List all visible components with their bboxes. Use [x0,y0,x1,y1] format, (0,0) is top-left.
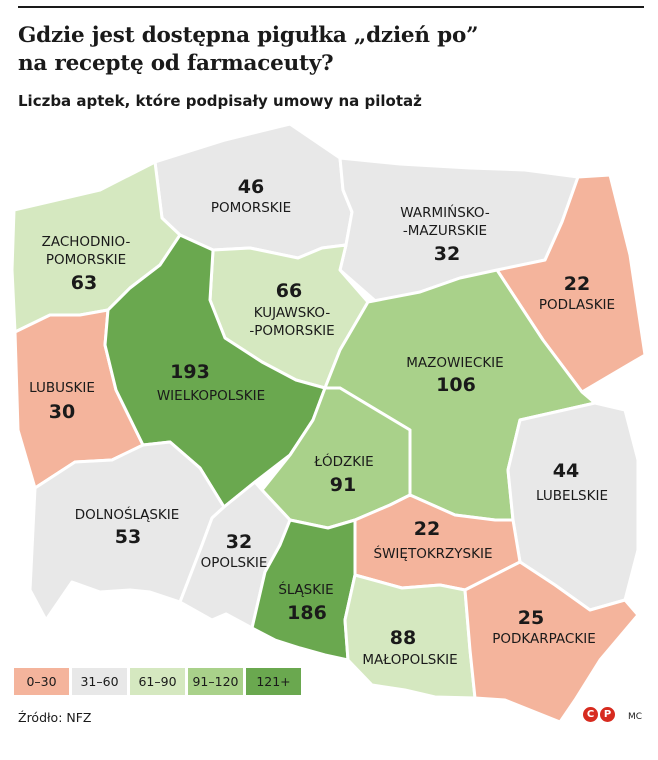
value-lubuskie: 30 [49,401,75,423]
value-wielkopolskie: 193 [170,361,210,383]
value-slaskie: 186 [287,602,327,624]
name-mazowieckie: MAZOWIECKIE [406,355,503,371]
value-lubelskie: 44 [553,460,579,482]
name-lubuskie: LUBUSKIE [29,380,95,396]
value-lodzkie: 91 [330,474,356,496]
legend-label: 91–120 [192,674,239,689]
name-pomorskie: POMORSKIE [211,200,291,216]
label-lubuskie: LUBUSKIE 30 [29,380,95,423]
top-rule [18,6,644,8]
logo-letter-c: C [583,707,598,722]
label-malopolskie: 88 MAŁOPOLSKIE [362,627,457,668]
name-podkarpackie: PODKARPACKIE [492,631,595,647]
value-opolskie: 32 [226,531,252,553]
name-lodzkie: ŁÓDZKIE [313,452,373,470]
label-dolnoslaskie: DOLNOŚLĄSKIE 53 [75,505,180,548]
value-pomorskie: 46 [238,176,264,198]
name-slaskie: ŚLĄSKIE [278,580,333,598]
value-warminsko: 32 [434,243,460,265]
name-kujawsko-1: KUJAWSKO- [254,305,331,321]
value-podkarpackie: 25 [518,607,544,629]
legend-label: 0–30 [26,674,57,689]
name-zachodnio-2: POMORSKIE [46,252,126,268]
region-malopolskie[interactable] [343,573,477,700]
legend-item-31-60: 31–60 [72,668,127,695]
name-dolnoslaskie: DOLNOŚLĄSKIE [75,505,180,523]
label-pomorskie: 46 POMORSKIE [211,176,291,216]
name-zachodnio-1: ZACHODNIO- [42,234,131,250]
map-title: Gdzie jest dostępna pigułka „dzień po” n… [18,22,618,78]
value-podlaskie: 22 [564,273,590,295]
region-slaskie[interactable] [250,518,357,662]
name-opolskie: OPOLSKIE [201,555,268,571]
value-dolnoslaskie: 53 [115,526,141,548]
label-kujawsko-pomorskie: 66 KUJAWSKO- -POMORSKIE [249,280,334,339]
value-malopolskie: 88 [390,627,416,649]
label-podkarpackie: 25 PODKARPACKIE [492,607,595,647]
color-legend: 0–30 31–60 61–90 91–120 121+ [14,668,301,695]
value-mazowieckie: 106 [436,374,476,396]
legend-item-91-120: 91–120 [188,668,243,695]
name-malopolskie: MAŁOPOLSKIE [362,652,457,668]
label-opolskie: 32 OPOLSKIE [201,531,268,571]
label-swietokrzyskie: 22 ŚWIĘTOKRZYSKIE [374,518,493,562]
name-kujawsko-2: -POMORSKIE [249,323,334,339]
value-kujawsko: 66 [276,280,302,302]
legend-item-61-90: 61–90 [130,668,185,695]
name-podlaskie: PODLASKIE [539,297,615,313]
title-line-1: Gdzie jest dostępna pigułka „dzień po” [18,23,479,48]
logo-letter-p: P [600,707,615,722]
label-mazowieckie: MAZOWIECKIE 106 [406,355,503,396]
name-warminsko-1: WARMIŃSKO- [400,203,490,221]
legend-label: 31–60 [80,674,119,689]
source-note: Źródło: NFZ [18,710,92,725]
label-lubelskie: 44 LUBELSKIE [536,460,608,504]
title-line-2: na receptę od farmaceuty? [18,51,334,76]
label-warminsko-mazurskie: WARMIŃSKO- -MAZURSKIE 32 [400,203,490,265]
name-wielkopolskie: WIELKOPOLSKIE [157,388,265,404]
name-swietokrzyskie: ŚWIĘTOKRZYSKIE [374,544,493,562]
legend-label: 61–90 [138,674,177,689]
map-subtitle: Liczba aptek, które podpisały umowy na p… [18,92,422,110]
name-lubelskie: LUBELSKIE [536,488,608,504]
legend-item-121-plus: 121+ [246,668,301,695]
label-slaskie: ŚLĄSKIE 186 [278,580,333,624]
region-podkarpackie[interactable] [463,560,640,724]
label-lodzkie: ŁÓDZKIE 91 [313,452,373,496]
legend-item-0-30: 0–30 [14,668,69,695]
value-zachodnio: 63 [71,272,97,294]
publisher-logo: C P [583,707,615,722]
author-initials: MC [628,712,643,722]
label-wielkopolskie: 193 WIELKOPOLSKIE [157,361,265,404]
label-zachodniopomorskie: ZACHODNIO- POMORSKIE 63 [42,234,131,294]
legend-label: 121+ [256,674,291,689]
name-warminsko-2: -MAZURSKIE [403,223,487,239]
label-podlaskie: 22 PODLASKIE [539,273,615,313]
value-swietokrzyskie: 22 [414,518,440,540]
